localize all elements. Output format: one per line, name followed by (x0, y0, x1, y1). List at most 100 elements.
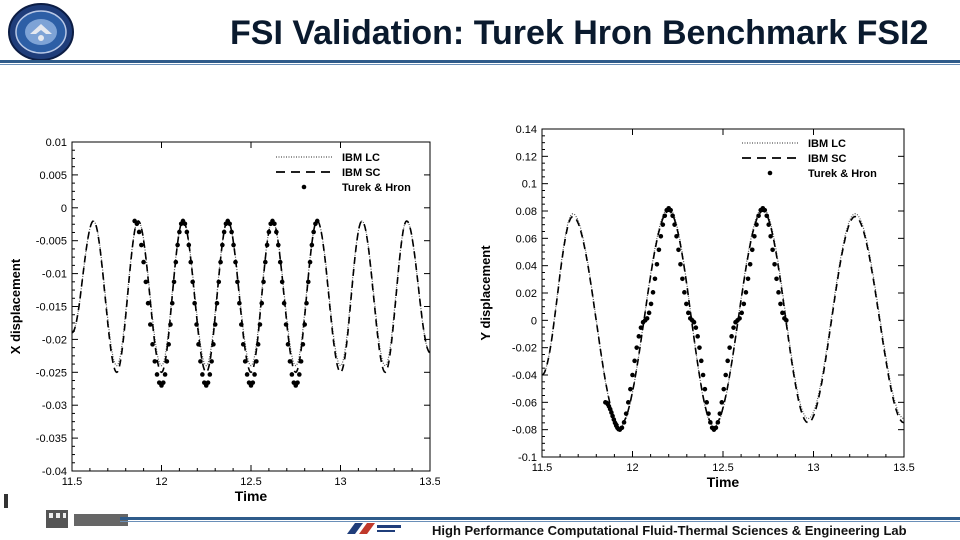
data-point-turek-hron (778, 301, 783, 307)
data-point-turek-hron (233, 259, 238, 265)
header-divider (0, 60, 960, 63)
data-point-turek-hron (684, 301, 689, 307)
data-point-turek-hron (749, 247, 755, 253)
data-point-turek-hron (731, 325, 736, 330)
data-point-turek-hron (287, 359, 293, 364)
chart-y-displacement: 0.14 0.12 0.1 0.08 0.06 0.04 0.02 0 -0.02 -0.04 -0… (480, 124, 915, 490)
y-tick-label: -0.03 (42, 400, 67, 412)
y-axis-label: X displacement (8, 258, 23, 354)
data-point-turek-hron (619, 425, 625, 431)
y-tick-label: 0 (61, 203, 67, 215)
y-tick-label: -0.025 (36, 367, 67, 379)
y-tick-label: -0.02 (512, 343, 537, 355)
data-point-turek-hron (634, 345, 640, 350)
data-point-turek-hron (670, 213, 675, 219)
data-point-turek-hron (168, 322, 173, 327)
data-point-turek-hron (656, 247, 662, 253)
x-tick-label: 12 (155, 476, 167, 488)
data-point-turek-hron (713, 425, 719, 431)
y-tick-label: 0.02 (516, 288, 537, 300)
data-point-turek-hron (729, 334, 734, 339)
series-line-ibm-sc (542, 210, 904, 427)
data-point-turek-hron (261, 279, 266, 285)
data-point-turek-hron (644, 316, 650, 321)
data-point-turek-hron (207, 372, 213, 377)
data-point-turek-hron (242, 359, 248, 364)
y-tick-label: 0.1 (522, 179, 537, 191)
series-line-ibm-lc (72, 220, 430, 367)
data-point-turek-hron (274, 229, 279, 235)
plot-area (542, 205, 904, 432)
data-point-turek-hron (658, 233, 664, 239)
data-point-turek-hron (235, 279, 240, 285)
data-point-turek-hron (650, 290, 656, 295)
data-point-turek-hron (205, 380, 211, 385)
data-point-turek-hron (266, 229, 272, 235)
data-point-turek-hron (636, 334, 642, 339)
data-point-turek-hron (652, 276, 658, 282)
data-point-turek-hron (698, 358, 704, 364)
x-tick-label: 13 (807, 462, 819, 474)
data-point-turek-hron (314, 218, 320, 224)
data-point-turek-hron (212, 322, 218, 327)
data-point-turek-hron (154, 372, 160, 377)
data-point-turek-hron (239, 322, 244, 327)
x-tick-label: 13.5 (419, 476, 440, 488)
data-point-turek-hron (264, 242, 270, 248)
data-point-turek-hron (700, 372, 706, 378)
data-point-turek-hron (177, 229, 182, 235)
data-point-turek-hron (162, 372, 168, 377)
y-tick-label: -0.015 (36, 302, 67, 314)
data-point-turek-hron (609, 410, 614, 415)
data-point-turek-hron (625, 400, 631, 405)
data-point-turek-hron (662, 213, 668, 219)
data-point-turek-hron (674, 233, 679, 239)
data-point-turek-hron (134, 221, 140, 227)
legend-label: IBM SC (342, 167, 381, 179)
data-point-turek-hron (139, 242, 144, 248)
data-point-turek-hron (150, 342, 155, 347)
legend-label: Turek & Hron (808, 168, 877, 180)
data-point-turek-hron (281, 300, 287, 306)
x-tick-label: 12 (626, 462, 638, 474)
y-tick-label: 0.12 (516, 151, 537, 163)
data-point-turek-hron (704, 400, 710, 405)
series-line-ibm-sc (72, 220, 430, 374)
data-point-turek-hron (305, 279, 311, 285)
data-point-turek-hron (770, 247, 775, 253)
data-point-turek-hron (311, 229, 316, 235)
legend-marker-turek-hron (767, 170, 773, 176)
x-tick-label: 12.5 (240, 476, 261, 488)
data-point-turek-hron (186, 242, 192, 248)
data-point-turek-hron (715, 420, 721, 425)
y-tick-label: 0.06 (516, 233, 537, 245)
data-point-turek-hron (676, 247, 681, 253)
data-point-turek-hron (196, 342, 201, 347)
data-point-turek-hron (727, 345, 732, 350)
data-point-turek-hron (272, 221, 277, 227)
seal-logo (8, 3, 74, 61)
data-point-turek-hron (250, 380, 256, 385)
data-point-turek-hron (678, 262, 683, 267)
data-point-turek-hron (623, 411, 629, 416)
hpcfd-logo (347, 523, 401, 534)
data-point-turek-hron (148, 322, 153, 327)
data-point-turek-hron (697, 345, 702, 350)
data-point-turek-hron (229, 229, 234, 235)
y-axis-label: Y displacement (480, 245, 493, 341)
footer-divider-thin (120, 521, 960, 522)
data-point-turek-hron (739, 310, 745, 316)
data-point-turek-hron (702, 386, 708, 392)
data-point-turek-hron (660, 222, 666, 227)
data-point-turek-hron (277, 259, 283, 265)
data-point-turek-hron (776, 290, 781, 295)
data-point-turek-hron (610, 413, 615, 419)
y-tick-label: -0.06 (512, 397, 537, 409)
legend-marker-turek-hron (301, 184, 307, 190)
x-tick-label: 11.5 (532, 462, 553, 474)
legend-label: IBM LC (342, 152, 380, 164)
data-point-turek-hron (283, 322, 289, 327)
data-point-turek-hron (768, 233, 773, 239)
x-axis-label: Time (707, 474, 740, 490)
data-point-turek-hron (194, 322, 199, 327)
